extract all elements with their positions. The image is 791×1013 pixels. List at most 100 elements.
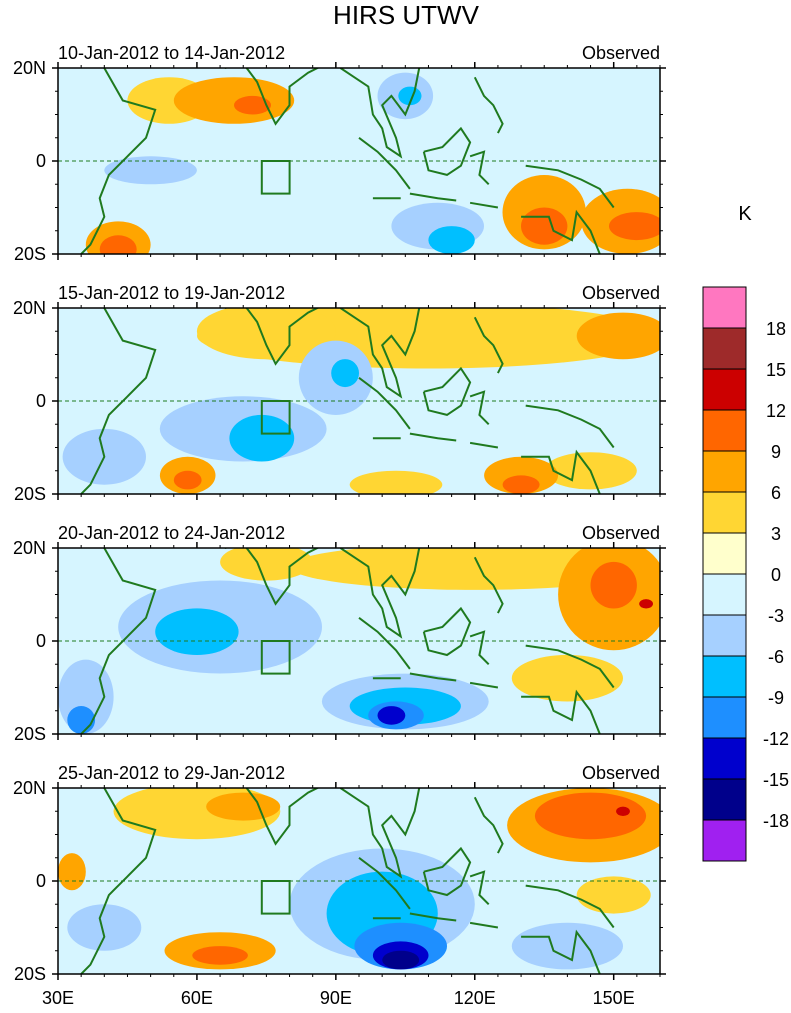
- panel-period: 20-Jan-2012 to 24-Jan-2012: [58, 523, 285, 543]
- coastline: [469, 441, 499, 449]
- anomaly-region: [576, 876, 651, 914]
- colorbar-label: 9: [771, 442, 781, 462]
- anomaly-region: [331, 359, 359, 388]
- panel-field: [58, 788, 660, 974]
- anomaly-region: [206, 792, 281, 821]
- anomaly-region: [196, 308, 336, 360]
- x-tick-label: 150E: [593, 988, 635, 1008]
- colorbar-label: 3: [771, 524, 781, 544]
- coastline: [469, 921, 499, 929]
- colorbar-label: 12: [766, 401, 786, 421]
- coastline: [473, 556, 504, 614]
- y-tick-label: 20N: [13, 778, 46, 798]
- coastline: [358, 617, 411, 670]
- coastline: [409, 192, 457, 202]
- coastline: [521, 209, 601, 254]
- y-tick-label: 20S: [14, 724, 46, 744]
- coastline: [521, 689, 601, 734]
- panel-label: Observed: [582, 283, 660, 303]
- anomaly-region: [609, 212, 660, 241]
- anomaly-region: [576, 312, 660, 360]
- colorbar-label: -3: [768, 606, 784, 626]
- anomaly-region: [90, 142, 350, 199]
- coastline: [358, 377, 411, 430]
- colorbar-swatch: [702, 737, 747, 780]
- coastline: [80, 68, 157, 254]
- x-tick-label: 90E: [320, 988, 352, 1008]
- panel-field: [58, 548, 660, 734]
- coastline: [80, 308, 157, 494]
- map-panel-3: 20-Jan-2012 to 24-Jan-2012 Observed 20N 0 20…: [13, 523, 666, 744]
- colorbar-label: 6: [771, 483, 781, 503]
- colorbar-label: 18: [766, 319, 786, 339]
- coastline: [422, 126, 472, 176]
- panel-field: [58, 308, 660, 494]
- coastline: [473, 316, 504, 374]
- coastline: [469, 630, 490, 666]
- anomaly-region: [428, 226, 475, 254]
- coastline: [80, 788, 157, 974]
- panel-field: [58, 68, 660, 254]
- panel-period: 10-Jan-2012 to 14-Jan-2012: [58, 43, 285, 63]
- coastline: [469, 150, 490, 186]
- colorbar-swatch: [702, 573, 747, 616]
- panels: 10-Jan-2012 to 14-Jan-2012 Observed 20N 0 20…: [13, 43, 666, 1008]
- colorbar-swatch: [702, 450, 747, 493]
- anomaly-region: [511, 922, 623, 970]
- coastline: [473, 796, 504, 854]
- anomaly-region: [104, 156, 197, 185]
- x-tick-label: 120E: [454, 988, 496, 1008]
- coastline: [525, 404, 615, 449]
- anomaly-region: [155, 608, 239, 655]
- coastline: [525, 884, 615, 929]
- colorbar-swatch: [702, 696, 747, 739]
- anomaly-region: [99, 235, 137, 254]
- y-tick-label: 20S: [14, 484, 46, 504]
- panel-period: 25-Jan-2012 to 29-Jan-2012: [58, 763, 285, 783]
- coastline: [224, 308, 320, 366]
- anomaly-region: [377, 706, 406, 725]
- coastline: [521, 929, 601, 974]
- map-panel-4: 25-Jan-2012 to 29-Jan-2012 Observed 20N 0 20…: [13, 763, 666, 984]
- anomaly-region: [382, 950, 420, 970]
- colorbar-label: -18: [763, 811, 789, 831]
- coastline: [521, 449, 601, 494]
- coastline: [422, 846, 472, 897]
- y-tick-label: 20N: [13, 538, 46, 558]
- chart-title: HIRS UTWV: [333, 0, 480, 30]
- panel-period: 15-Jan-2012 to 19-Jan-2012: [58, 283, 285, 303]
- y-tick-label: 0: [36, 151, 46, 171]
- coastline: [469, 201, 499, 209]
- coastline: [339, 788, 421, 879]
- coastline: [409, 432, 457, 442]
- colorbar-swatch: [702, 368, 747, 411]
- y-tick-label: 20N: [13, 58, 46, 78]
- y-tick-label: 0: [36, 631, 46, 651]
- anomaly-region: [173, 77, 295, 124]
- panel-label: Observed: [582, 763, 660, 783]
- anomaly-region: [349, 470, 443, 494]
- region-box: [260, 400, 291, 435]
- y-tick-label: 0: [36, 871, 46, 891]
- colorbar-label: 15: [766, 360, 786, 380]
- coastline: [422, 366, 472, 416]
- region-box: [260, 640, 291, 675]
- coastline: [80, 548, 157, 734]
- coastline: [339, 68, 421, 159]
- coastline: [469, 390, 490, 426]
- anomaly-region: [58, 853, 86, 891]
- units-label: K: [738, 203, 752, 225]
- anomaly-region: [192, 946, 248, 965]
- colorbar-swatch: [702, 286, 747, 329]
- colorbar-label: -9: [768, 688, 784, 708]
- colorbar-label: -6: [768, 647, 784, 667]
- colorbar-swatch: [702, 409, 747, 452]
- coastline: [358, 857, 411, 910]
- coastline: [409, 672, 457, 682]
- anomaly-region: [220, 548, 313, 581]
- coastline: [473, 76, 504, 134]
- coastline: [525, 644, 615, 689]
- anomaly-region: [173, 470, 202, 490]
- anomaly-region: [534, 792, 647, 840]
